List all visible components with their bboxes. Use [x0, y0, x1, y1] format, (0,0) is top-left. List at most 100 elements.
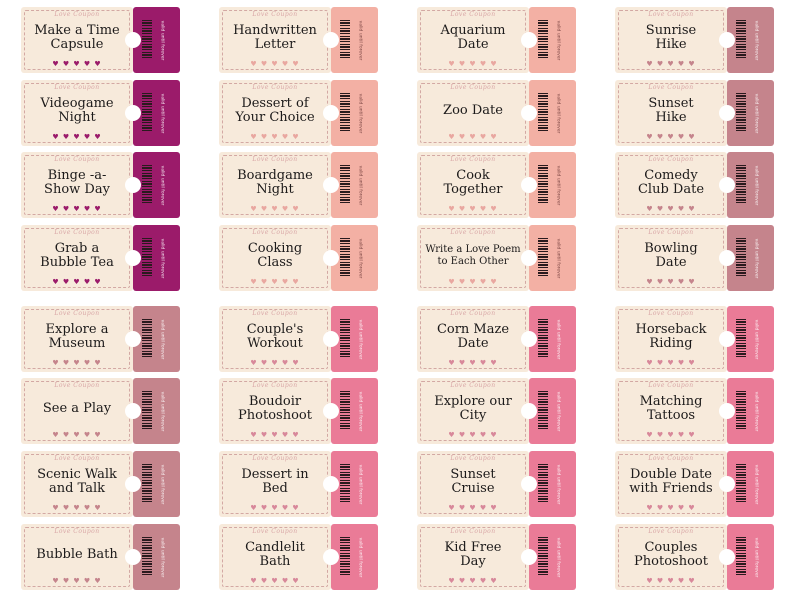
stub-notch — [323, 32, 339, 48]
coupon-brand: Love Coupon — [648, 229, 694, 236]
hearts-icon: ♥ ♥ ♥ ♥ ♥ — [52, 431, 102, 439]
hearts-icon: ♥ ♥ ♥ ♥ ♥ — [646, 133, 696, 141]
valid-text: valid until forever — [753, 537, 759, 577]
stub-notch — [521, 331, 537, 347]
valid-text-wrap: valid until forever — [552, 238, 564, 278]
barcode-icon — [340, 537, 350, 577]
valid-text: valid until forever — [357, 20, 363, 60]
coupon-title: Candlelit Bath — [245, 540, 305, 569]
coupon-stub: valid until forever — [323, 524, 378, 590]
stub-notch — [323, 549, 339, 565]
valid-text: valid until forever — [357, 238, 363, 278]
coupon-title: Scenic Walk and Talk — [37, 467, 117, 496]
coupon-body: Love Coupon Cooking Class ♥ ♥ ♥ ♥ ♥ — [219, 225, 331, 291]
coupon-body: Love Coupon Cook Together ♥ ♥ ♥ ♥ ♥ — [417, 152, 529, 218]
coupon-ticket: Love Coupon Explore a Museum ♥ ♥ ♥ ♥ ♥ vali… — [21, 306, 180, 372]
coupon-body: Love Coupon Handwritten Letter ♥ ♥ ♥ ♥ ♥ — [219, 7, 331, 73]
valid-text: valid until forever — [555, 464, 561, 504]
valid-text-wrap: valid until forever — [156, 319, 168, 359]
barcode-icon — [736, 537, 746, 577]
hearts-icon: ♥ ♥ ♥ ♥ ♥ — [52, 133, 102, 141]
hearts-icon: ♥ ♥ ♥ ♥ ♥ — [250, 504, 300, 512]
coupon-title: Videogame Night — [40, 96, 114, 125]
coupon-body: Love Coupon Corn Maze Date ♥ ♥ ♥ ♥ ♥ — [417, 306, 529, 372]
valid-text-wrap: valid until forever — [156, 238, 168, 278]
coupon-ticket: Love Coupon Corn Maze Date ♥ ♥ ♥ ♥ ♥ valid … — [417, 306, 576, 372]
coupon-ticket: Love Coupon Kid Free Day ♥ ♥ ♥ ♥ ♥ valid un… — [417, 524, 576, 590]
barcode-icon — [736, 391, 746, 431]
coupon-brand: Love Coupon — [648, 528, 694, 535]
coupon-ticket: Love Coupon Dessert of Your Choice ♥ ♥ ♥ ♥… — [219, 80, 378, 146]
coupon-brand: Love Coupon — [450, 229, 496, 236]
coupon-stub: valid until forever — [521, 7, 576, 73]
valid-text: valid until forever — [753, 93, 759, 133]
valid-text: valid until forever — [753, 464, 759, 504]
stub-notch — [521, 476, 537, 492]
coupon-brand: Love Coupon — [252, 310, 298, 317]
valid-text: valid until forever — [753, 238, 759, 278]
coupon-brand: Love Coupon — [252, 11, 298, 18]
valid-text: valid until forever — [159, 238, 165, 278]
hearts-icon: ♥ ♥ ♥ ♥ ♥ — [250, 577, 300, 585]
stub-notch — [125, 250, 141, 266]
barcode-icon — [538, 238, 548, 278]
coupon-body: Love Coupon Binge -a- Show Day ♥ ♥ ♥ ♥ ♥ — [21, 152, 133, 218]
coupon-brand: Love Coupon — [252, 229, 298, 236]
valid-text-wrap: valid until forever — [552, 464, 564, 504]
hearts-icon: ♥ ♥ ♥ ♥ ♥ — [250, 359, 300, 367]
coupon-body: Love Coupon Couples Photoshoot ♥ ♥ ♥ ♥ ♥ — [615, 524, 727, 590]
barcode-icon — [736, 238, 746, 278]
coupon-ticket: Love Coupon Scenic Walk and Talk ♥ ♥ ♥ ♥ ♥… — [21, 451, 180, 517]
coupon-brand: Love Coupon — [450, 310, 496, 317]
coupon-title: Matching Tattoos — [639, 394, 703, 423]
coupon-body: Love Coupon Make a Time Capsule ♥ ♥ ♥ ♥ ♥ — [21, 7, 133, 73]
valid-text-wrap: valid until forever — [354, 319, 366, 359]
coupon-stub: valid until forever — [521, 451, 576, 517]
barcode-icon — [736, 165, 746, 205]
coupon-stub: valid until forever — [323, 225, 378, 291]
coupon-body: Love Coupon Grab a Bubble Tea ♥ ♥ ♥ ♥ ♥ — [21, 225, 133, 291]
valid-text-wrap: valid until forever — [156, 537, 168, 577]
coupon-title: Sunset Hike — [648, 96, 694, 125]
coupon-brand: Love Coupon — [648, 310, 694, 317]
coupon-title: Handwritten Letter — [233, 23, 317, 52]
coupon-stub: valid until forever — [125, 80, 180, 146]
coupon-body: Love Coupon Candlelit Bath ♥ ♥ ♥ ♥ ♥ — [219, 524, 331, 590]
stub-notch — [719, 250, 735, 266]
hearts-icon: ♥ ♥ ♥ ♥ ♥ — [52, 504, 102, 512]
stub-notch — [125, 105, 141, 121]
valid-text-wrap: valid until forever — [552, 537, 564, 577]
coupon-ticket: Love Coupon Bowling Date ♥ ♥ ♥ ♥ ♥ valid un… — [615, 225, 774, 291]
coupon-body: Love Coupon Write a Love Poem to Each Oth… — [417, 225, 529, 291]
stub-notch — [521, 177, 537, 193]
coupon-body: Love Coupon Dessert in Bed ♥ ♥ ♥ ♥ ♥ — [219, 451, 331, 517]
stub-notch — [125, 331, 141, 347]
coupon-body: Love Coupon Horseback Riding ♥ ♥ ♥ ♥ ♥ — [615, 306, 727, 372]
coupon-body: Love Coupon Sunset Hike ♥ ♥ ♥ ♥ ♥ — [615, 80, 727, 146]
coupon-title: Aquarium Date — [440, 23, 506, 52]
coupon-brand: Love Coupon — [450, 11, 496, 18]
coupon-body: Love Coupon Aquarium Date ♥ ♥ ♥ ♥ ♥ — [417, 7, 529, 73]
coupon-body: Love Coupon Sunset Cruise ♥ ♥ ♥ ♥ ♥ — [417, 451, 529, 517]
coupon-ticket: Love Coupon Grab a Bubble Tea ♥ ♥ ♥ ♥ ♥ val… — [21, 225, 180, 291]
stub-notch — [323, 331, 339, 347]
coupon-stub: valid until forever — [719, 80, 774, 146]
valid-text: valid until forever — [159, 391, 165, 431]
coupon-brand: Love Coupon — [54, 455, 100, 462]
barcode-icon — [538, 391, 548, 431]
coupon-title: Cook Together — [443, 168, 503, 197]
hearts-icon: ♥ ♥ ♥ ♥ ♥ — [448, 359, 498, 367]
coupon-ticket: Love Coupon Dessert in Bed ♥ ♥ ♥ ♥ ♥ valid … — [219, 451, 378, 517]
coupon-brand: Love Coupon — [252, 528, 298, 535]
coupon-ticket: Love Coupon Write a Love Poem to Each Oth… — [417, 225, 576, 291]
barcode-icon — [142, 537, 152, 577]
coupon-ticket: Love Coupon Cooking Class ♥ ♥ ♥ ♥ ♥ valid u… — [219, 225, 378, 291]
barcode-icon — [340, 238, 350, 278]
valid-text-wrap: valid until forever — [156, 391, 168, 431]
stub-notch — [719, 549, 735, 565]
coupon-stub: valid until forever — [521, 80, 576, 146]
barcode-icon — [142, 93, 152, 133]
hearts-icon: ♥ ♥ ♥ ♥ ♥ — [448, 60, 498, 68]
stub-notch — [521, 549, 537, 565]
valid-text-wrap: valid until forever — [750, 20, 762, 60]
